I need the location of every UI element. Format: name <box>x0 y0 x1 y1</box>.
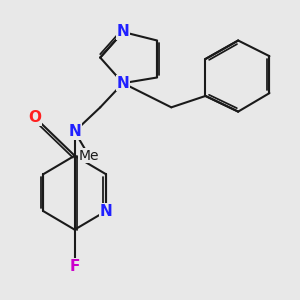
Text: N: N <box>100 204 112 219</box>
Text: O: O <box>28 110 41 125</box>
Text: F: F <box>69 259 80 274</box>
Text: N: N <box>68 124 81 139</box>
Text: N: N <box>117 25 129 40</box>
Text: Me: Me <box>79 149 99 163</box>
Text: N: N <box>117 76 129 91</box>
